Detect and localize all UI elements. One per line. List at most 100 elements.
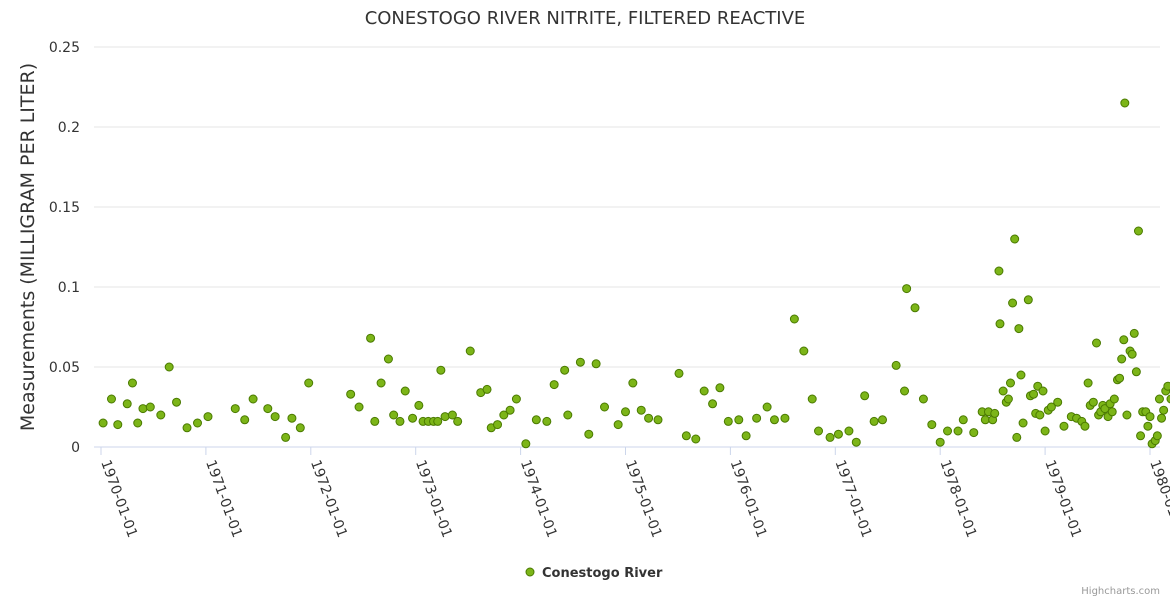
data-point[interactable] — [138, 404, 148, 414]
data-point[interactable] — [1159, 405, 1169, 415]
data-point[interactable] — [969, 428, 979, 438]
data-point[interactable] — [814, 426, 824, 436]
data-point[interactable] — [1107, 407, 1117, 417]
data-point[interactable] — [851, 437, 861, 447]
data-point[interactable] — [628, 378, 638, 388]
data-point[interactable] — [549, 380, 559, 390]
data-point[interactable] — [511, 394, 521, 404]
data-point[interactable] — [240, 415, 250, 425]
legend-marker[interactable] — [525, 567, 535, 577]
data-point[interactable] — [230, 404, 240, 414]
data-point[interactable] — [1053, 397, 1063, 407]
data-point[interactable] — [918, 394, 928, 404]
data-point[interactable] — [910, 303, 920, 313]
data-point[interactable] — [563, 410, 573, 420]
data-point[interactable] — [1122, 410, 1132, 420]
data-point[interactable] — [653, 415, 663, 425]
data-point[interactable] — [383, 354, 393, 364]
data-point[interactable] — [1088, 397, 1098, 407]
data-point[interactable] — [521, 439, 531, 449]
data-point[interactable] — [453, 416, 463, 426]
data-point[interactable] — [414, 400, 424, 410]
data-point[interactable] — [869, 416, 879, 426]
data-point[interactable] — [376, 378, 386, 388]
data-point[interactable] — [860, 391, 870, 401]
data-point[interactable] — [248, 394, 258, 404]
data-point[interactable] — [164, 362, 174, 372]
data-point[interactable] — [106, 394, 116, 404]
data-point[interactable] — [994, 266, 1004, 276]
data-point[interactable] — [1016, 370, 1026, 380]
data-point[interactable] — [878, 415, 888, 425]
data-point[interactable] — [370, 416, 380, 426]
data-point[interactable] — [560, 365, 570, 375]
data-point[interactable] — [354, 402, 364, 412]
data-point[interactable] — [1127, 349, 1137, 359]
data-point[interactable] — [408, 413, 418, 423]
data-point[interactable] — [295, 423, 305, 433]
data-point[interactable] — [807, 394, 817, 404]
data-point[interactable] — [613, 420, 623, 430]
data-point[interactable] — [400, 386, 410, 396]
data-point[interactable] — [145, 402, 155, 412]
data-point[interactable] — [844, 426, 854, 436]
data-point[interactable] — [531, 415, 541, 425]
data-point[interactable] — [304, 378, 314, 388]
data-point[interactable] — [270, 412, 280, 422]
data-point[interactable] — [752, 413, 762, 423]
data-point[interactable] — [1014, 324, 1024, 334]
data-point[interactable] — [799, 346, 809, 356]
data-point[interactable] — [1145, 412, 1155, 422]
data-point[interactable] — [1136, 431, 1146, 441]
legend-label[interactable]: Conestogo River — [542, 566, 663, 581]
data-point[interactable] — [1038, 386, 1048, 396]
data-point[interactable] — [584, 429, 594, 439]
data-point[interactable] — [1080, 421, 1090, 431]
legend[interactable]: Conestogo River — [525, 566, 663, 581]
data-point[interactable] — [499, 410, 509, 420]
data-point[interactable] — [1040, 426, 1050, 436]
data-point[interactable] — [833, 429, 843, 439]
data-point[interactable] — [891, 360, 901, 370]
data-point[interactable] — [998, 386, 1008, 396]
data-point[interactable] — [681, 431, 691, 441]
data-point[interactable] — [433, 416, 443, 426]
data-point[interactable] — [1166, 394, 1170, 404]
data-point[interactable] — [980, 415, 990, 425]
data-point[interactable] — [1133, 226, 1143, 236]
data-point[interactable] — [172, 397, 182, 407]
data-point[interactable] — [440, 412, 450, 422]
data-point[interactable] — [780, 413, 790, 423]
data-point[interactable] — [708, 399, 718, 409]
data-point[interactable] — [542, 416, 552, 426]
data-point[interactable] — [789, 314, 799, 324]
data-point[interactable] — [995, 319, 1005, 329]
data-point[interactable] — [482, 384, 492, 394]
data-point[interactable] — [1131, 367, 1141, 377]
data-point[interactable] — [156, 410, 166, 420]
data-point[interactable] — [1023, 295, 1033, 305]
data-point[interactable] — [505, 405, 515, 415]
data-point[interactable] — [346, 389, 356, 399]
credits-link[interactable]: Highcharts.com — [1081, 586, 1160, 597]
data-point[interactable] — [1143, 421, 1153, 431]
data-point[interactable] — [674, 368, 684, 378]
data-point[interactable] — [575, 357, 585, 367]
data-point[interactable] — [1029, 389, 1039, 399]
data-point[interactable] — [493, 420, 503, 430]
data-point[interactable] — [927, 420, 937, 430]
data-point[interactable] — [127, 378, 137, 388]
data-point[interactable] — [281, 432, 291, 442]
data-point[interactable] — [621, 407, 630, 417]
data-point[interactable] — [1163, 381, 1170, 391]
data-point[interactable] — [1003, 394, 1013, 404]
data-point[interactable] — [395, 416, 405, 426]
data-point[interactable] — [113, 420, 123, 430]
data-point[interactable] — [902, 284, 912, 294]
data-point[interactable] — [1115, 373, 1125, 383]
data-point[interactable] — [591, 359, 601, 369]
data-point[interactable] — [943, 426, 953, 436]
data-point[interactable] — [715, 383, 725, 393]
data-point[interactable] — [1119, 335, 1129, 345]
data-point[interactable] — [1012, 432, 1022, 442]
